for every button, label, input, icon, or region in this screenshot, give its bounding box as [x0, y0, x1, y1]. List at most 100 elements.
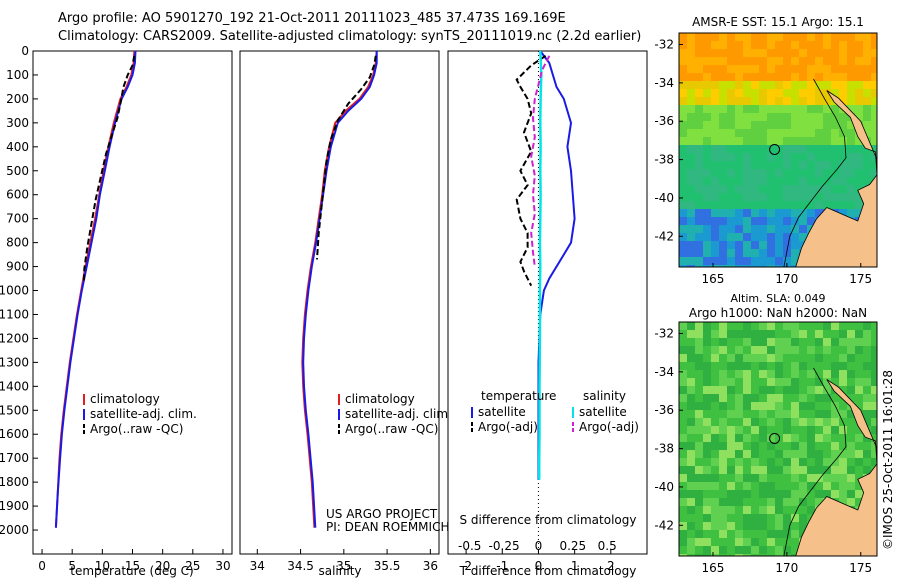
map-cell	[855, 41, 863, 49]
map-cell	[679, 370, 687, 378]
map-title-line2: Argo h1000: NaN h2000: NaN	[689, 306, 867, 320]
map-cell	[847, 338, 855, 346]
map-cell	[799, 137, 807, 145]
x-axis-label: salinity	[318, 564, 361, 578]
map-cell	[703, 466, 711, 474]
map-cell	[727, 378, 735, 386]
map-cell	[855, 113, 863, 121]
map-cell	[767, 530, 775, 538]
map-cell	[799, 57, 807, 65]
map-cell	[855, 89, 863, 97]
map-cell	[839, 426, 847, 434]
map-cell	[783, 169, 791, 177]
map-cell	[783, 241, 791, 249]
map-cell	[775, 65, 783, 73]
map-cell	[679, 105, 687, 113]
map-cell	[695, 330, 703, 338]
map-cell	[815, 169, 823, 177]
map-cell	[735, 346, 743, 354]
map-cell	[791, 161, 799, 169]
map-cell	[687, 225, 695, 233]
map-cell	[751, 554, 759, 556]
map-cell	[791, 386, 799, 394]
map-cell	[775, 185, 783, 193]
map-cell	[735, 498, 743, 506]
map-cell	[727, 233, 735, 241]
y-tick-label: 500	[6, 164, 29, 178]
map-cell	[799, 410, 807, 418]
legend-label: Argo(..raw -QC)	[90, 422, 183, 436]
map-cell	[735, 129, 743, 137]
legend-label: climatology	[90, 392, 160, 406]
map-cell	[687, 249, 695, 257]
y-tick-label: -40	[654, 480, 674, 494]
map-cell	[719, 330, 727, 338]
map-cell	[831, 450, 839, 458]
map-cell	[695, 225, 703, 233]
map-cell	[727, 370, 735, 378]
map-cell	[711, 402, 719, 410]
map-cell	[719, 169, 727, 177]
map-cell	[727, 265, 735, 267]
map-cell	[831, 73, 839, 81]
map-cell	[751, 370, 759, 378]
map-cell	[687, 474, 695, 482]
map-cell	[783, 193, 791, 201]
x-tick-label: 35.5	[374, 559, 401, 573]
x-tick-label: 10	[95, 559, 110, 573]
x-tick-label: 35	[336, 559, 351, 573]
map-cell	[679, 145, 687, 153]
map-cell	[783, 121, 791, 129]
y-tick-label: 1400	[0, 379, 29, 393]
map-cell	[783, 346, 791, 354]
map-cell	[847, 33, 855, 41]
map-cell	[735, 362, 743, 370]
map-cell	[815, 193, 823, 201]
map-cell	[799, 450, 807, 458]
map-cell	[839, 442, 847, 450]
map-cell	[871, 330, 877, 338]
map-cell	[719, 153, 727, 161]
map-cell	[783, 145, 791, 153]
map-cell	[719, 41, 727, 49]
map-cell	[759, 185, 767, 193]
map-cell	[775, 89, 783, 97]
map-cell	[743, 257, 751, 265]
map-cell	[767, 434, 775, 442]
map-cell	[839, 89, 847, 97]
map-cell	[703, 73, 711, 81]
map-cell	[767, 33, 775, 41]
map-cell	[679, 113, 687, 121]
map-cell	[751, 153, 759, 161]
map-cell	[791, 129, 799, 137]
map-cell	[831, 193, 839, 201]
map-cell	[711, 89, 719, 97]
satellite-line	[302, 51, 378, 528]
map-cell	[743, 145, 751, 153]
map-cell	[815, 466, 823, 474]
map-cell	[807, 73, 815, 81]
map-cell	[703, 233, 711, 241]
map-cell	[727, 217, 735, 225]
map-cell	[871, 370, 877, 378]
map-cell	[711, 97, 719, 105]
map-cell	[735, 418, 743, 426]
map-cell	[863, 129, 871, 137]
map-cell	[855, 33, 863, 41]
argo-line	[316, 55, 377, 260]
map-cell	[735, 474, 743, 482]
map-cell	[791, 137, 799, 145]
map-cell	[783, 442, 791, 450]
map-cell	[807, 434, 815, 442]
map-cell	[679, 57, 687, 65]
map-cell	[687, 241, 695, 249]
map-cell	[775, 426, 783, 434]
x-tick-label: 0	[535, 559, 543, 573]
map-cell	[759, 65, 767, 73]
map-cell	[703, 386, 711, 394]
map-cell	[839, 33, 847, 41]
map-cell	[807, 450, 815, 458]
map-cell	[719, 530, 727, 538]
map-cell	[767, 185, 775, 193]
map-cell	[831, 129, 839, 137]
